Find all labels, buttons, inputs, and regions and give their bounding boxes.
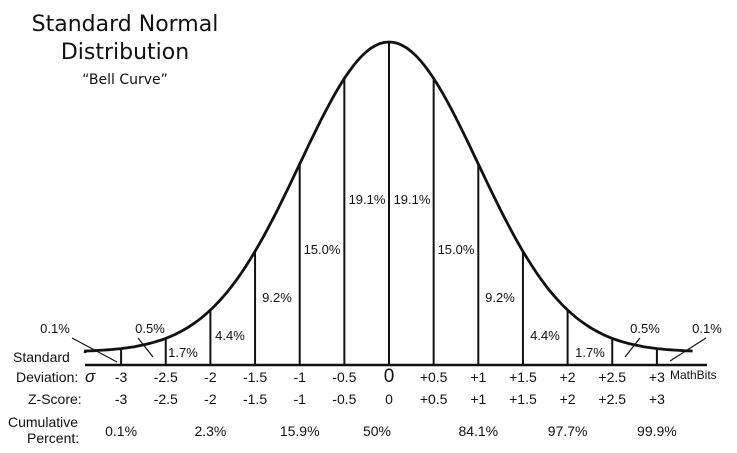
leader-line-left-0.1 — [71, 337, 118, 363]
sigma-tick-label: -2 — [204, 369, 217, 385]
sigma-tick-label: -2.5 — [154, 369, 178, 385]
z-score-tick-label: +1.5 — [509, 391, 537, 407]
sigma-tick-label: +0.5 — [420, 369, 448, 385]
area-percent-label: 19.1% — [349, 192, 386, 207]
cumulative-percent-label: 0.1% — [105, 423, 137, 439]
sigma-tick-label: +2 — [560, 369, 576, 385]
subtitle: “Bell Curve” — [82, 72, 168, 88]
cumulative-percent-label: 2.3% — [194, 423, 226, 439]
area-percent-label: 4.4% — [530, 328, 560, 343]
sigma-tick-label: -0.5 — [332, 369, 356, 385]
cumulative-percent-label: 50% — [363, 423, 391, 439]
area-percent-label: 0.1% — [692, 321, 722, 336]
sigma-tick-label: +1 — [470, 369, 486, 385]
sigma-tick-label: +1.5 — [509, 369, 537, 385]
sigma-tick-label: 0 — [384, 366, 395, 387]
sigma-tick-label: +2.5 — [598, 369, 626, 385]
row-label-percent: Percent: — [27, 430, 79, 446]
z-score-tick-label: -1.5 — [243, 391, 267, 407]
z-score-tick-label: +1 — [470, 391, 486, 407]
area-percent-label: 1.7% — [168, 345, 198, 360]
z-score-tick-label: +2.5 — [598, 391, 626, 407]
area-percent-label: 0.5% — [630, 321, 660, 336]
row-label-deviation: Deviation: — [16, 369, 78, 385]
area-percent-label: 4.4% — [215, 328, 245, 343]
z-score-tick-label: -3 — [115, 391, 128, 407]
cumulative-percent-label: 84.1% — [458, 423, 498, 439]
cumulative-percent-label: 99.9% — [637, 423, 677, 439]
mathbits-watermark: MathBits — [670, 368, 717, 382]
area-percent-label: 19.1% — [394, 192, 431, 207]
leader-line-right-0.1 — [669, 337, 707, 362]
title-line1: Standard Normal — [31, 12, 219, 37]
z-score-tick-label: +3 — [649, 391, 665, 407]
title-line2: Distribution — [60, 40, 190, 65]
bell-curve — [83, 40, 693, 354]
z-score-tick-label: -0.5 — [332, 391, 356, 407]
leader-line-right-0.5 — [624, 337, 641, 358]
area-percent-label: 1.7% — [575, 345, 605, 360]
area-percent-label: 15.0% — [304, 242, 341, 257]
z-score-tick-label: -2.5 — [154, 391, 178, 407]
area-percent-label: 9.2% — [485, 290, 515, 305]
row-label-standard: Standard — [13, 349, 70, 365]
sigma-tick-label: -1 — [293, 369, 306, 385]
z-score-tick-label: +2 — [560, 391, 576, 407]
z-score-tick-label: -2 — [204, 391, 217, 407]
area-percent-label: 0.1% — [40, 321, 70, 336]
row-label-cumulative: Cumulative — [8, 414, 78, 430]
sigma-tick-label: -1.5 — [243, 369, 267, 385]
row-label-z-score: Z-Score: — [28, 391, 82, 407]
z-score-tick-label: 0 — [385, 391, 393, 407]
sigma-tick-label: +3 — [649, 369, 665, 385]
z-score-tick-label: -1 — [293, 391, 306, 407]
cumulative-percent-label: 15.9% — [280, 423, 320, 439]
leader-line-left-0.5 — [137, 337, 154, 358]
sigma-tick-label: -3 — [115, 369, 128, 385]
area-percent-label: 0.5% — [135, 321, 165, 336]
z-score-tick-label: +0.5 — [420, 391, 448, 407]
area-percent-label: 9.2% — [262, 290, 292, 305]
cumulative-percent-label: 97.7% — [548, 423, 588, 439]
sigma-symbol: σ — [85, 367, 96, 386]
area-percent-label: 15.0% — [438, 242, 475, 257]
